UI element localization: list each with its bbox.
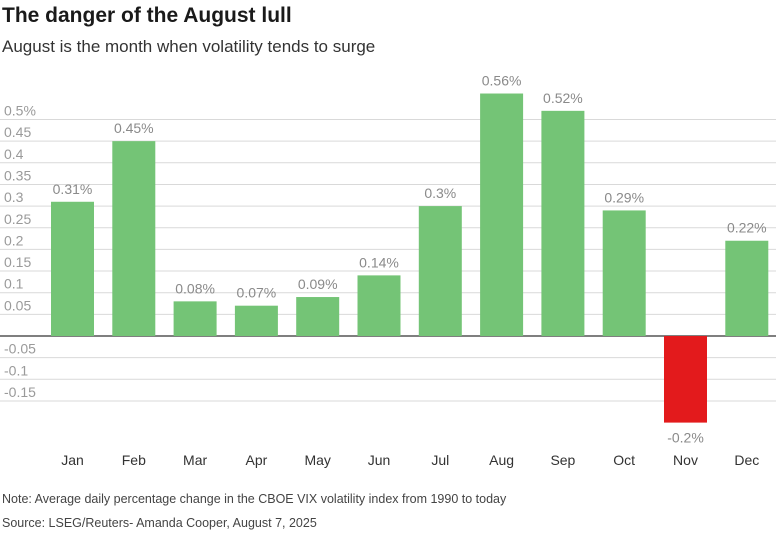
y-tick-label: 0.35: [4, 167, 31, 183]
y-tick-label: 0.25: [4, 211, 31, 227]
data-label: 0.29%: [604, 189, 644, 205]
bar-mar: [173, 301, 217, 336]
x-tick-label: Feb: [122, 452, 146, 468]
data-label: 0.56%: [482, 73, 522, 89]
bar-jan: [51, 201, 94, 336]
data-labels: 0.31% 0.45% 0.08% 0.07% 0.09% 0.14% 0.3% 0.56% 0…: [53, 73, 767, 446]
y-tick-label: 0.2: [4, 232, 24, 248]
bar-dec: [725, 240, 769, 336]
x-axis-labels: Jan Feb Mar Apr May Jun Jul Aug Sep Oct Nov Dec: [61, 452, 759, 468]
y-tick-label: 0.3: [4, 189, 24, 205]
bar-nov: [664, 336, 707, 423]
chart-note: Note: Average daily percentage change in…: [2, 492, 507, 506]
x-tick-label: Jul: [431, 452, 449, 468]
x-tick-label: Nov: [673, 452, 698, 468]
y-axis-ticks: 0.5% 0.45 0.4 0.35 0.3 0.25 0.2 0.15 0.1 0.05 -0.0…: [4, 103, 36, 400]
data-label: 0.3%: [424, 185, 456, 201]
y-tick-label: 0.15: [4, 254, 31, 270]
bars: [51, 93, 769, 423]
x-tick-label: Mar: [183, 452, 207, 468]
data-label: 0.31%: [53, 181, 93, 197]
chart-title: The danger of the August lull: [2, 4, 292, 27]
y-tick-label: 0.4: [4, 146, 24, 162]
y-tick-label: -0.15: [4, 384, 36, 400]
data-label: 0.08%: [175, 280, 215, 296]
bar-feb: [112, 141, 156, 336]
y-tick-label: -0.1: [4, 362, 28, 378]
data-label: -0.2%: [667, 430, 704, 446]
x-tick-label: Oct: [613, 452, 635, 468]
chart-source: Source: LSEG/Reuters- Amanda Cooper, Aug…: [2, 516, 317, 530]
bar-aug: [480, 93, 524, 337]
y-tick-label: 0.1: [4, 276, 24, 292]
data-label: 0.22%: [727, 220, 767, 236]
data-label: 0.14%: [359, 254, 399, 270]
bar-apr: [234, 305, 278, 336]
x-tick-label: Apr: [246, 452, 268, 468]
x-tick-label: Aug: [489, 452, 514, 468]
bar-jul: [418, 206, 462, 336]
bar-chart: 0.5% 0.45 0.4 0.35 0.3 0.25 0.2 0.15 0.1 0.05 -0.0…: [0, 73, 776, 468]
data-label: 0.52%: [543, 90, 583, 106]
y-tick-label: 0.05: [4, 297, 31, 313]
chart-subtitle: August is the month when volatility tend…: [2, 37, 376, 56]
x-tick-label: Jan: [61, 452, 84, 468]
x-tick-label: Dec: [734, 452, 759, 468]
y-tick-label: 0.45: [4, 124, 31, 140]
x-tick-label: Sep: [550, 452, 575, 468]
x-tick-label: May: [304, 452, 330, 468]
bar-sep: [541, 110, 585, 336]
data-label: 0.07%: [237, 285, 277, 301]
bar-may: [296, 297, 340, 336]
y-tick-label: -0.05: [4, 341, 36, 357]
data-label: 0.45%: [114, 120, 154, 136]
bar-oct: [602, 210, 646, 336]
data-label: 0.09%: [298, 276, 338, 292]
y-tick-label: 0.5%: [4, 103, 36, 119]
bar-jun: [357, 275, 401, 336]
x-tick-label: Jun: [368, 452, 391, 468]
